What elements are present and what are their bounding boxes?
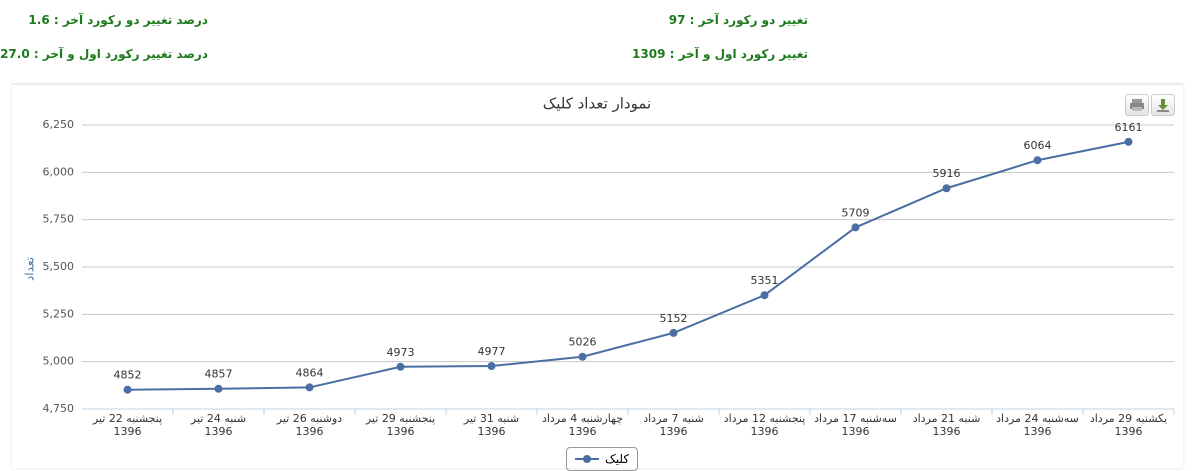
stat: درصد تغییر رکورد اول و آخر : 27.0 xyxy=(0,47,208,61)
line xyxy=(127,140,1129,391)
x-tick-label: شنبه 31 تیر 1396 xyxy=(463,412,520,438)
legend-marker xyxy=(583,455,591,463)
y-axis-label: تعداد xyxy=(23,257,37,281)
data-label: 4852 xyxy=(114,369,142,382)
stat: درصد تغییر دو رکورد آخر : 1.6 xyxy=(28,13,208,27)
x-tick-label: پنجشنبه 12 مرداد 1396 xyxy=(723,412,806,438)
y-tick-label: 5,500 xyxy=(43,260,75,273)
print-button[interactable] xyxy=(1125,94,1149,116)
legend[interactable]: کلیک xyxy=(566,447,639,471)
data-label: 6161 xyxy=(1115,121,1143,134)
x-tick-label: پنجشنبه 22 تیر 1396 xyxy=(92,412,163,438)
point xyxy=(1124,137,1133,146)
stat: تغییر دو رکورد آخر : 97 xyxy=(668,13,808,27)
point xyxy=(669,328,678,337)
y-tick-label: 5,000 xyxy=(43,355,75,368)
x-tick-label: دوشنبه 26 تیر 1396 xyxy=(276,412,343,438)
chart: نمودار تعداد کلیک تعداد 4,750 5,000 5,250 5… xyxy=(23,95,1175,415)
point xyxy=(305,383,314,392)
x-tick-label: یکشنبه 29 مرداد 1396 xyxy=(1089,412,1168,438)
y-tick-label: 6,000 xyxy=(43,165,75,178)
y-tick-label: 5,750 xyxy=(43,213,75,226)
data-label: 6064 xyxy=(1024,139,1052,152)
legend-symbol xyxy=(575,455,599,463)
download-button[interactable] xyxy=(1151,94,1175,116)
y-tick-label: 4,750 xyxy=(43,402,75,415)
data-label: 4857 xyxy=(205,368,233,381)
y-tick-label: 5,250 xyxy=(43,307,75,320)
point xyxy=(487,362,496,371)
data-label: 4864 xyxy=(296,366,324,379)
point xyxy=(851,223,860,232)
point xyxy=(578,352,587,361)
x-tick-label: سه‌شنبه 17 مرداد 1396 xyxy=(814,412,897,438)
point xyxy=(396,362,405,371)
y-tick-label: 6,250 xyxy=(43,118,75,131)
x-tick-label: چهارشنبه 4 مرداد 1396 xyxy=(541,412,624,438)
point xyxy=(760,291,769,300)
legend-label: کلیک xyxy=(605,452,630,466)
point xyxy=(1033,156,1042,165)
data-label: 4977 xyxy=(478,345,506,358)
point xyxy=(214,384,223,393)
data-label: 5026 xyxy=(569,336,597,349)
x-tick-label: شنبه 24 تیر 1396 xyxy=(190,412,247,438)
point xyxy=(123,385,132,394)
x-tick-label: سه‌شنبه 24 مرداد 1396 xyxy=(996,412,1079,438)
data-label: 5709 xyxy=(842,206,870,219)
x-tick-label: شنبه 7 مرداد 1396 xyxy=(643,412,704,438)
x-tick-label: شنبه 21 مرداد 1396 xyxy=(912,412,981,438)
data-label: 5916 xyxy=(933,167,961,180)
data-label: 5152 xyxy=(660,312,688,325)
chart-title: نمودار تعداد کلیک xyxy=(543,95,651,113)
point xyxy=(942,184,951,193)
chart-panel: نمودار تعداد کلیک تعداد 4,750 5,000 5,250 5… xyxy=(12,84,1183,471)
x-tick-label: پنجشنبه 29 تیر 1396 xyxy=(365,412,436,438)
stat: تغییر رکورد اول و آخر : 1309 xyxy=(632,47,808,61)
data-label: 4973 xyxy=(387,346,415,359)
data-label: 5351 xyxy=(751,274,779,287)
